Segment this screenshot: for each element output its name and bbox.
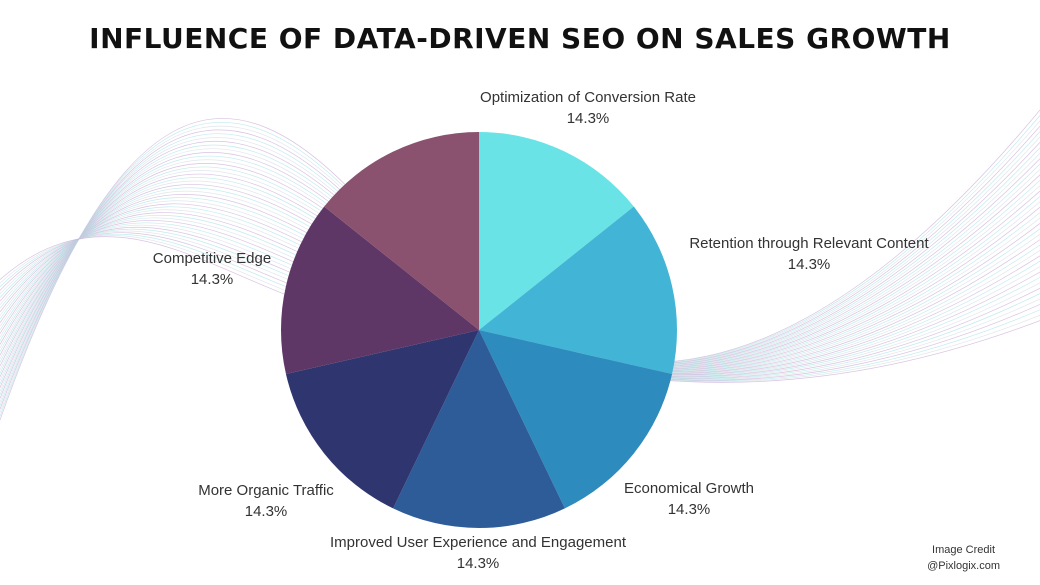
pie-slice-2 (479, 330, 673, 509)
slice-label-text: Economical Growth (623, 480, 755, 497)
pie-slice-3 (393, 330, 565, 528)
slice-label-text: Improved User Experience and Engagement (329, 534, 627, 551)
pie-slice-4 (285, 330, 479, 509)
pie-slice-5 (281, 206, 479, 375)
slice-label-text: More Organic Traffic (198, 482, 334, 499)
slice-label-retention: Retention through Relevant Content 14.3% (689, 233, 928, 275)
slice-label-user-experience: Improved User Experience and Engagement 1… (330, 532, 626, 574)
image-credit: Image Credit @Pixlogix.com (927, 542, 1000, 574)
credit-line: Image Credit (932, 544, 996, 556)
slice-label-conversion: Optimization of Conversion Rate 14.3% (480, 87, 696, 129)
slice-label-competitive-edge: Competitive Edge 14.3% (153, 248, 271, 290)
chart-title: INFLUENCE OF DATA-DRIVEN SEO ON SALES GR… (89, 22, 951, 55)
slice-percent: 14.3% (667, 501, 711, 518)
slice-percent: 14.3% (244, 503, 288, 520)
slice-label-text: Optimization of Conversion Rate (480, 89, 696, 106)
slice-percent: 14.3% (190, 271, 234, 288)
slice-percent: 14.3% (787, 256, 831, 273)
slice-label-text: Retention through Relevant Content (689, 235, 929, 252)
slice-label-organic-traffic: More Organic Traffic 14.3% (198, 480, 334, 522)
pie-slice-0 (479, 132, 634, 330)
slice-label-economical: Economical Growth 14.3% (624, 478, 754, 520)
credit-source: @Pixlogix.com (927, 560, 1000, 572)
pie-slice-6 (324, 132, 479, 330)
pie-slice-1 (479, 206, 677, 375)
slice-percent: 14.3% (566, 110, 610, 127)
slice-label-text: Competitive Edge (152, 250, 272, 267)
slice-percent: 14.3% (456, 555, 500, 572)
